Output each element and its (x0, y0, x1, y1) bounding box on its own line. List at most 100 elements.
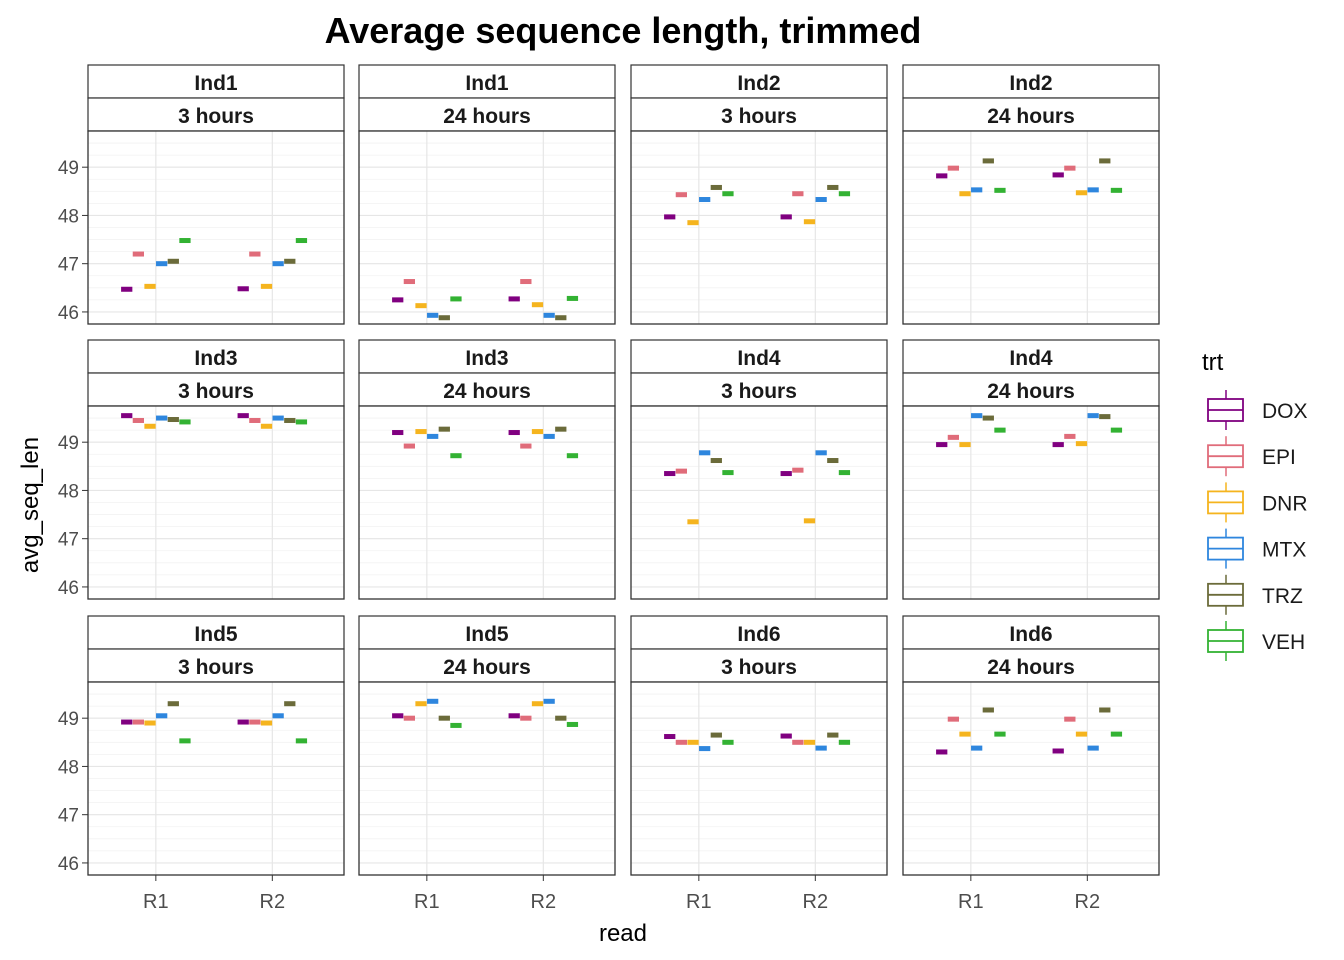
box-mark (415, 303, 427, 309)
box-mark (1075, 441, 1088, 447)
x-tick-label: R2 (1075, 891, 1101, 913)
box-mark (994, 731, 1006, 737)
facet-panel: Ind4 24 hours (902, 339, 1160, 600)
box-mark (838, 470, 851, 476)
box-mark (1087, 745, 1099, 751)
box-mark (555, 426, 567, 432)
strip-time-label: 3 hours (178, 380, 254, 403)
box-mark (1064, 433, 1076, 439)
strip-time-label: 24 hours (443, 656, 531, 679)
strip-time-label: 3 hours (721, 105, 797, 128)
strip-time-label: 24 hours (443, 380, 531, 403)
x-axis-label: read (599, 920, 647, 947)
y-tick-label: 49 (58, 709, 79, 730)
box-mark (722, 470, 734, 476)
y-tick-label: 47 (58, 530, 79, 551)
strip-time (87, 372, 345, 407)
legend-item: TRZ (1207, 574, 1303, 615)
strip-time-label: 3 hours (721, 656, 797, 679)
box-mark (132, 719, 144, 725)
box-mark (803, 518, 816, 524)
x-tick-label: R1 (686, 891, 712, 913)
strip-ind (87, 339, 345, 374)
box-mark (566, 453, 579, 459)
box-mark (531, 701, 544, 707)
legend-label: VEH (1262, 631, 1305, 654)
facet-panel: Ind3 3 hours 46 47 48 49 (58, 339, 345, 600)
box-mark (959, 731, 971, 737)
box-mark (508, 430, 520, 436)
chart-title: Average sequence length, trimmed (325, 10, 922, 51)
box-mark (237, 286, 249, 292)
box-mark (780, 733, 792, 739)
box-mark (295, 419, 308, 425)
box-mark (132, 251, 144, 257)
box-mark (936, 442, 948, 448)
strip-time (358, 372, 616, 407)
box-mark (982, 415, 994, 421)
box-mark (1075, 190, 1088, 196)
box-mark (971, 187, 983, 193)
facet-grid: Ind1 3 hours 46 47 48 49 Ind1 24 hours Ind2 3 hou… (58, 64, 1160, 913)
box-mark (156, 415, 168, 421)
strip-ind (630, 615, 888, 650)
panel-border (87, 681, 345, 876)
box-mark (1087, 187, 1099, 193)
box-mark (144, 720, 156, 726)
box-mark (710, 184, 722, 190)
box-mark (543, 698, 555, 704)
box-mark (179, 738, 191, 744)
box-mark (566, 721, 579, 727)
box-mark (403, 279, 415, 285)
box-mark (982, 158, 994, 164)
box-mark (555, 715, 567, 721)
strip-time-label: 24 hours (987, 656, 1075, 679)
box-mark (295, 238, 308, 244)
box-mark (780, 471, 792, 477)
box-mark (838, 191, 851, 197)
y-tick-label: 49 (58, 433, 79, 454)
box-mark (427, 698, 439, 704)
panel-border (358, 130, 616, 325)
legend-label: DNR (1262, 492, 1308, 515)
box-mark (520, 715, 532, 721)
strip-ind-label: Ind6 (737, 623, 780, 646)
facet-panel: Ind5 3 hours 46 47 48 49 R1 R2 (58, 615, 345, 913)
box-mark (438, 715, 450, 721)
box-mark (237, 719, 249, 725)
panel-border (358, 681, 616, 876)
legend-label: DOX (1262, 400, 1308, 423)
strip-ind-label: Ind1 (465, 72, 508, 95)
facet-panel: Ind6 24 hours R1 R2 (902, 615, 1160, 913)
strip-time (358, 648, 616, 683)
box-mark (415, 429, 427, 435)
box-mark (450, 722, 462, 728)
strip-time-label: 3 hours (178, 105, 254, 128)
strip-time-label: 24 hours (443, 105, 531, 128)
legend-title: trt (1202, 349, 1224, 376)
box-mark (959, 442, 971, 448)
box-mark (249, 719, 261, 725)
facet-panel: Ind4 3 hours (630, 339, 888, 600)
box-mark (392, 430, 404, 436)
box-mark (675, 739, 687, 745)
legend-item: DNR (1207, 482, 1308, 523)
box-mark (179, 238, 191, 244)
box-mark (664, 471, 676, 477)
box-mark (520, 279, 532, 285)
box-mark (450, 453, 462, 459)
strip-ind (358, 339, 616, 374)
box-mark (664, 214, 676, 220)
panel-border (630, 405, 888, 600)
box-mark (543, 433, 555, 439)
strip-ind (87, 615, 345, 650)
box-mark (167, 417, 179, 423)
panel-border (87, 130, 345, 325)
panel-border (902, 405, 1160, 600)
strip-ind (902, 615, 1160, 650)
box-mark (284, 701, 296, 707)
legend-item: DOX (1207, 390, 1308, 430)
box-mark (427, 433, 439, 439)
box-mark (803, 219, 816, 225)
strip-ind-label: Ind1 (194, 72, 237, 95)
